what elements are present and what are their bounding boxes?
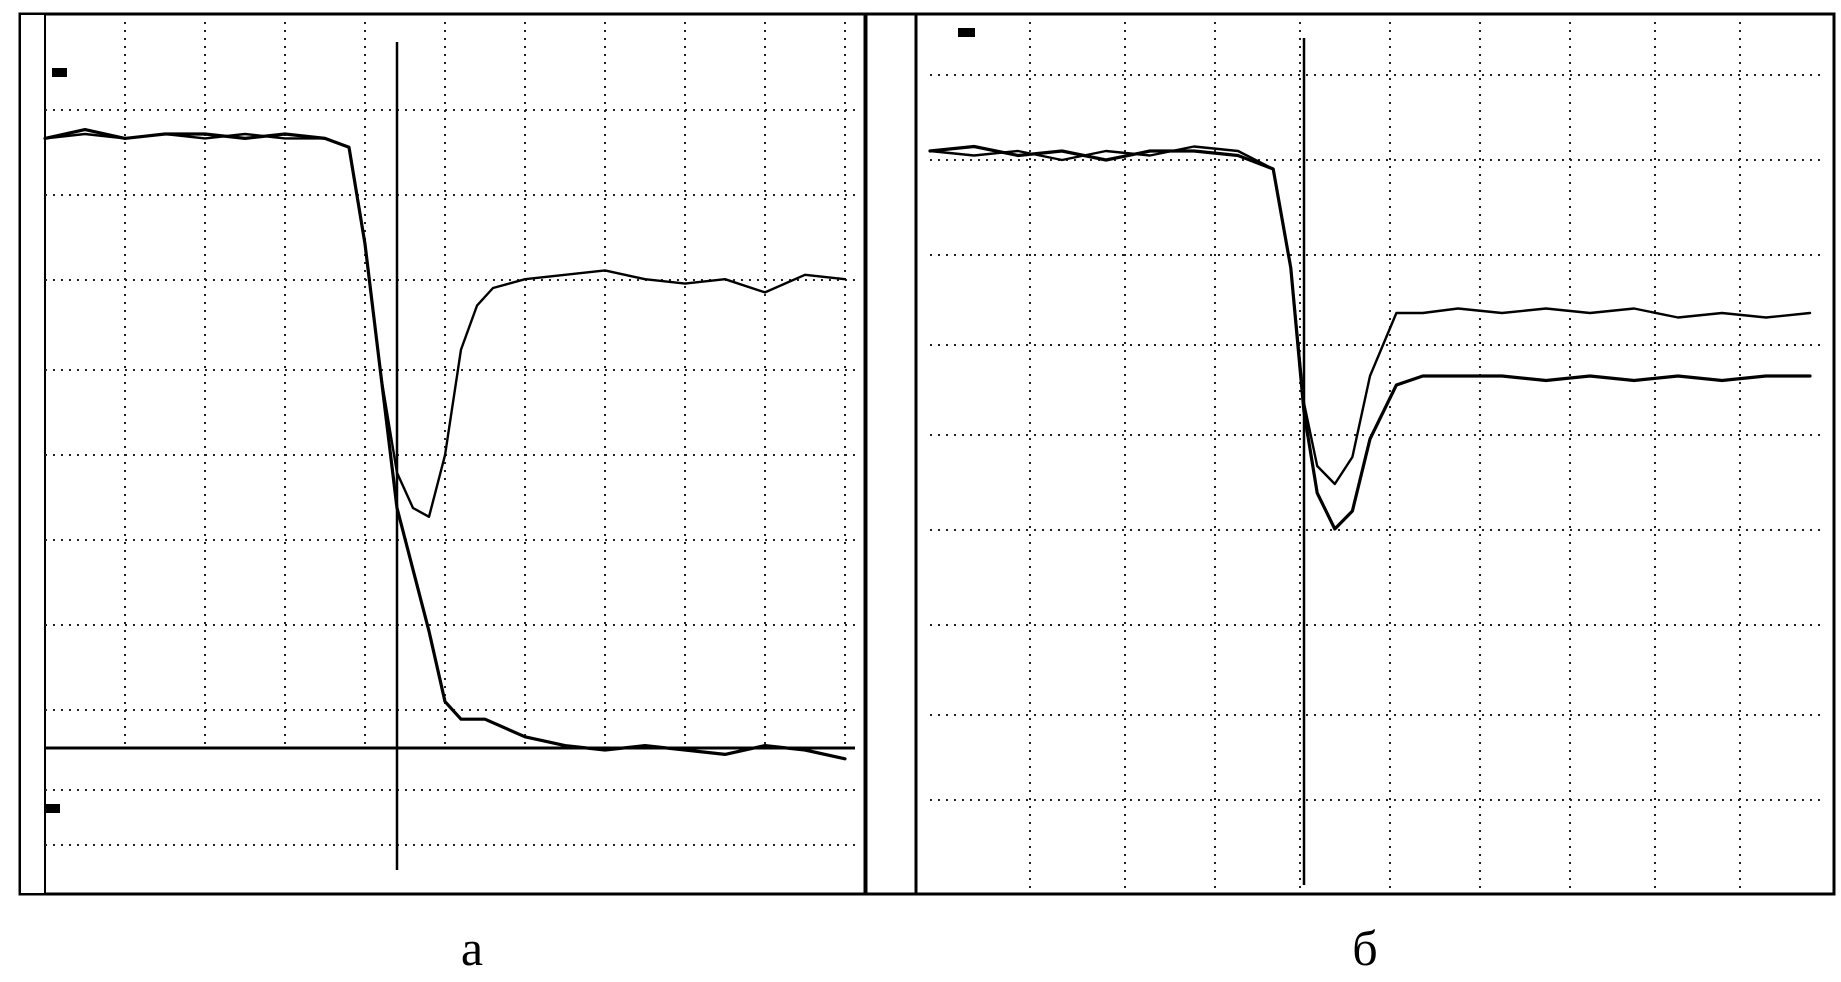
panel-b-channel-marker	[958, 28, 975, 37]
panel-a-caption: а	[461, 920, 483, 976]
panel-b-caption: б	[1352, 920, 1377, 976]
panel-a-grid	[45, 22, 855, 846]
panel-a: а	[18, 12, 867, 976]
trace-line-2	[43, 128, 847, 761]
panel-a-channel-marker-top	[52, 68, 67, 77]
panel-b-grid	[930, 22, 1820, 890]
trace-line-2	[928, 144, 1812, 531]
panel-a-left-strip	[19, 13, 46, 895]
panel-a-outer-frame	[18, 12, 867, 896]
panel-b-traces	[928, 144, 1812, 531]
panel-a-channel-marker-bottom	[45, 804, 60, 813]
panel-a-traces	[43, 128, 847, 761]
panel-b: б	[864, 12, 1836, 976]
panel-b-left-strip	[864, 12, 918, 896]
panel-b-outer-frame	[914, 12, 1836, 896]
trace-line-1	[928, 145, 1812, 486]
